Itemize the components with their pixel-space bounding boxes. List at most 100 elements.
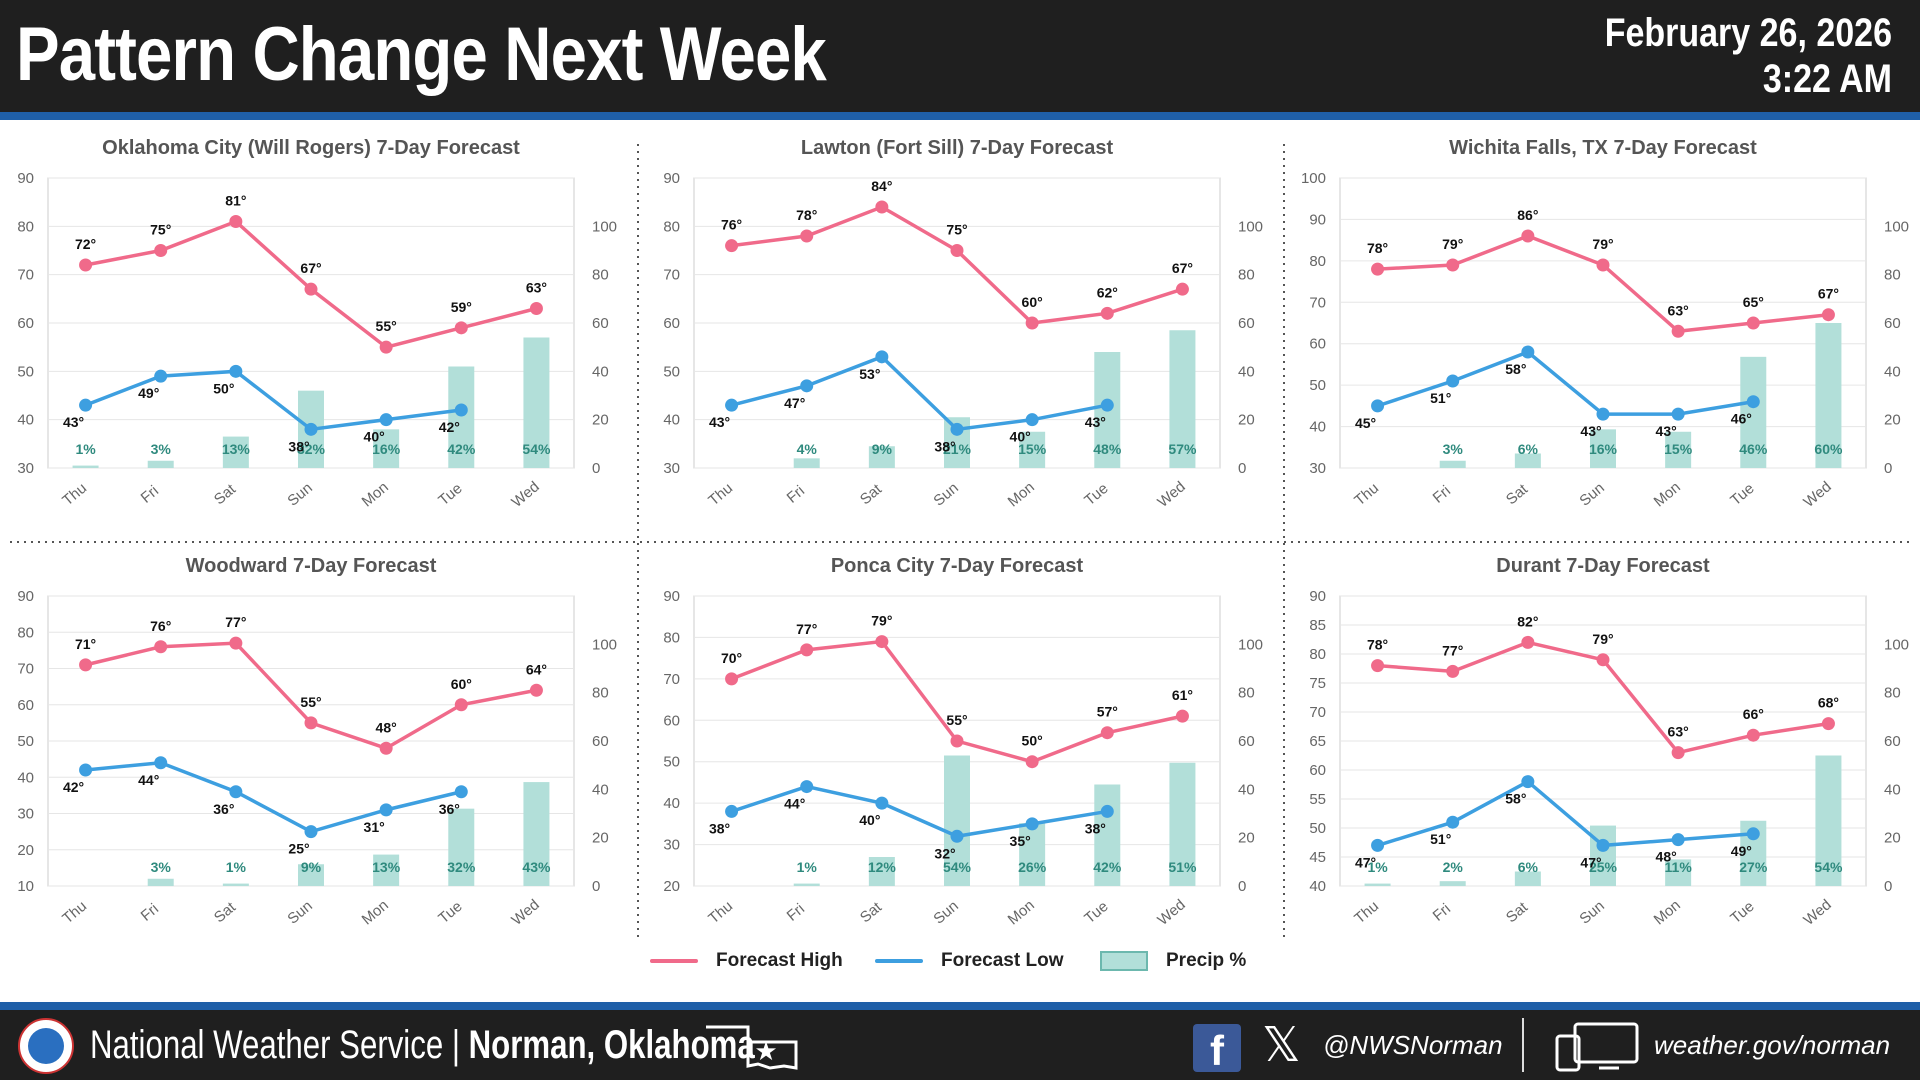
high-point bbox=[1746, 316, 1760, 330]
high-point bbox=[154, 640, 168, 654]
precip-bar bbox=[1169, 330, 1196, 468]
precip-label: 1% bbox=[1367, 859, 1388, 875]
x-tick-label: Sun bbox=[284, 897, 315, 927]
x-tick-label: Sat bbox=[857, 898, 886, 926]
y-tick-label: 80 bbox=[17, 218, 34, 235]
precip-bar bbox=[1665, 431, 1692, 468]
high-point bbox=[304, 282, 318, 296]
high-point bbox=[79, 258, 93, 272]
y-tick-label: 60 bbox=[17, 315, 34, 332]
y-tick-label: 40 bbox=[17, 769, 34, 786]
oklahoma-state-icon: ★ bbox=[706, 1025, 798, 1070]
y-tick-label: 60 bbox=[17, 697, 34, 714]
y-tick-label: 40 bbox=[17, 412, 34, 429]
low-label: 46° bbox=[1731, 411, 1752, 427]
high-label: 55° bbox=[300, 694, 321, 710]
precip-label: 32% bbox=[447, 859, 476, 875]
precip-label: 3% bbox=[151, 859, 172, 875]
precip-label: 15% bbox=[1018, 441, 1047, 457]
precip-label: 43% bbox=[522, 859, 551, 875]
x-tick-label: Tue bbox=[1727, 898, 1757, 927]
high-point bbox=[79, 658, 93, 672]
precip-label: 54% bbox=[522, 441, 551, 457]
y-tick-label: 50 bbox=[17, 363, 34, 380]
precip-bar bbox=[1094, 784, 1121, 886]
low-point bbox=[304, 825, 318, 839]
y2-tick-label: 20 bbox=[1884, 830, 1901, 847]
social-handle[interactable]: @NWSNorman bbox=[1323, 1030, 1503, 1060]
high-label: 76° bbox=[721, 217, 742, 233]
y-tick-label: 30 bbox=[663, 837, 680, 854]
low-point bbox=[1025, 817, 1039, 831]
x-tick-label: Wed bbox=[1154, 478, 1188, 511]
y2-tick-label: 0 bbox=[1238, 878, 1246, 895]
y-tick-label: 60 bbox=[1309, 762, 1326, 779]
website-link[interactable]: weather.gov/norman bbox=[1654, 1030, 1891, 1060]
y-tick-label: 80 bbox=[1309, 253, 1326, 270]
precip-label: 26% bbox=[1018, 859, 1047, 875]
x-tick-label: Sat bbox=[857, 480, 886, 508]
high-point bbox=[725, 672, 739, 686]
high-label: 79° bbox=[871, 613, 892, 629]
precip-bar bbox=[523, 782, 550, 886]
x-tick-label: Mon bbox=[1651, 897, 1684, 929]
high-label: 68° bbox=[1818, 695, 1839, 711]
low-line bbox=[731, 784, 1108, 839]
x-tick-label: Tue bbox=[435, 898, 465, 927]
office-name: Norman, Oklahoma bbox=[468, 1023, 755, 1067]
x-tick-label: Sun bbox=[1576, 479, 1607, 509]
low-point bbox=[379, 413, 393, 427]
x-tick-label: Fri bbox=[1430, 482, 1454, 506]
header-stripe bbox=[0, 112, 1920, 120]
y2-tick-label: 80 bbox=[592, 267, 609, 284]
x-tick-label: Sat bbox=[1503, 898, 1532, 926]
y-tick-label: 40 bbox=[663, 795, 680, 812]
high-point bbox=[1746, 728, 1760, 742]
precip-bar bbox=[222, 883, 249, 886]
low-label: 47° bbox=[1355, 854, 1376, 870]
high-point bbox=[454, 698, 468, 712]
precip-bar bbox=[72, 465, 99, 468]
high-point bbox=[1175, 709, 1189, 723]
high-point bbox=[379, 340, 393, 354]
x-tick-label: Mon bbox=[359, 897, 392, 929]
y2-tick-label: 100 bbox=[1238, 636, 1263, 653]
low-point bbox=[950, 422, 964, 436]
high-label: 65° bbox=[1743, 294, 1764, 310]
precip-bar bbox=[1815, 755, 1842, 886]
y-tick-label: 80 bbox=[17, 624, 34, 641]
high-label: 67° bbox=[300, 260, 321, 276]
chart-title: Durant 7-Day Forecast bbox=[1496, 555, 1710, 577]
high-label: 79° bbox=[1442, 236, 1463, 252]
high-label: 82° bbox=[1517, 613, 1538, 629]
precip-bar bbox=[944, 755, 970, 886]
low-line bbox=[84, 369, 462, 432]
low-label: 42° bbox=[439, 419, 460, 435]
x-tick-label: Tue bbox=[435, 480, 465, 509]
high-label: 60° bbox=[1022, 294, 1043, 310]
y-tick-label: 20 bbox=[663, 878, 680, 895]
precip-bar bbox=[298, 864, 324, 886]
high-label: 55° bbox=[946, 712, 967, 728]
low-label: 49° bbox=[138, 385, 159, 401]
y2-tick-label: 100 bbox=[1884, 218, 1909, 235]
low-label: 49° bbox=[1731, 843, 1752, 859]
x-icon[interactable]: 𝕏 bbox=[1262, 1019, 1301, 1072]
high-point bbox=[1371, 262, 1385, 276]
low-point bbox=[1025, 413, 1039, 427]
high-point bbox=[229, 215, 243, 228]
x-tick-label: Mon bbox=[1651, 479, 1684, 511]
low-point bbox=[229, 785, 243, 799]
high-label: 60° bbox=[451, 676, 472, 692]
plot-area bbox=[1339, 177, 1867, 469]
low-point bbox=[875, 796, 889, 810]
high-label: 62° bbox=[1097, 284, 1118, 300]
high-point bbox=[154, 244, 168, 257]
low-point bbox=[154, 369, 168, 383]
precip-label: 16% bbox=[372, 441, 401, 457]
y2-tick-label: 40 bbox=[1238, 363, 1255, 380]
precip-label: 9% bbox=[301, 859, 322, 875]
low-label: 38° bbox=[709, 820, 730, 836]
footer-org: National Weather Service | Norman, Oklah… bbox=[90, 1020, 755, 1070]
facebook-icon[interactable]: f bbox=[1193, 1024, 1241, 1074]
